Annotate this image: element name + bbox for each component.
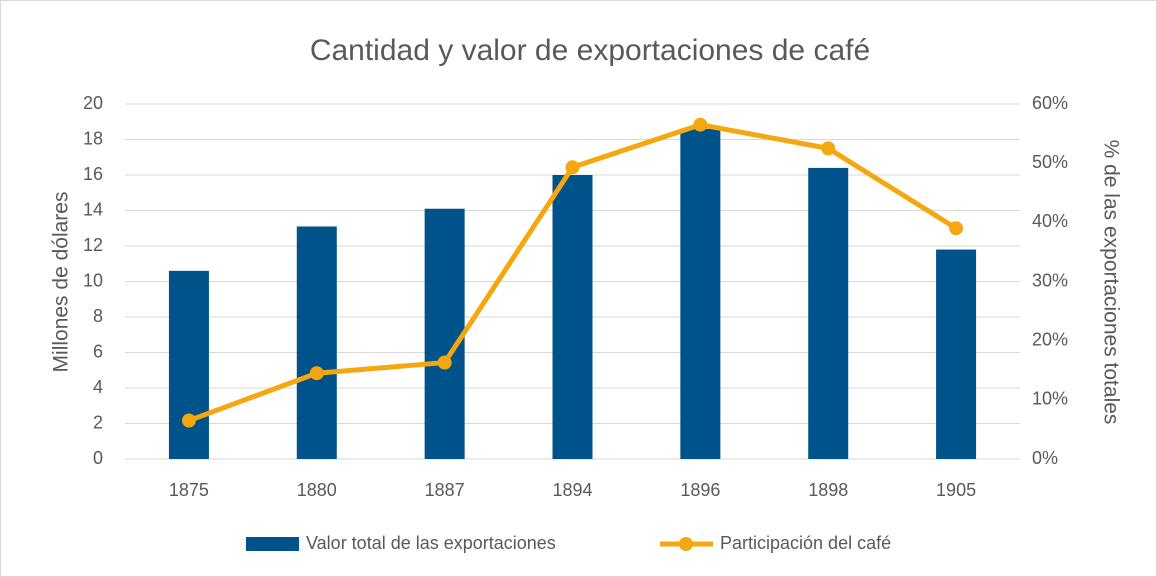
y-axis-label: Millones de dólares — [50, 192, 73, 373]
x-tick-label: 1898 — [808, 480, 848, 500]
bar — [296, 226, 337, 459]
x-tick-label: 1887 — [425, 480, 465, 500]
y2-tick-label: 40% — [1032, 211, 1068, 231]
y-tick-label: 18 — [83, 128, 103, 148]
x-tick-label: 1880 — [297, 480, 337, 500]
y2-tick-label: 30% — [1032, 270, 1068, 290]
y-tick-label: 14 — [83, 199, 103, 219]
y-tick-label: 12 — [83, 235, 103, 255]
line-marker — [437, 355, 452, 370]
y-tick-label: 2 — [93, 412, 103, 432]
bar — [168, 270, 209, 459]
legend-swatch — [246, 537, 299, 551]
x-tick-label: 1875 — [169, 480, 209, 500]
bar — [424, 208, 465, 459]
bar — [552, 175, 593, 459]
legend-label: Participación del café — [720, 533, 891, 553]
line-marker — [309, 366, 324, 381]
y2-tick-label: 60% — [1032, 93, 1068, 113]
line-marker — [821, 141, 836, 156]
chart-title: Cantidad y valor de exportaciones de caf… — [310, 34, 870, 67]
y-tick-label: 8 — [93, 306, 103, 326]
y-tick-label: 20 — [83, 93, 103, 113]
bar — [808, 167, 849, 459]
y2-tick-label: 0% — [1032, 448, 1058, 468]
line-marker — [949, 221, 964, 236]
y-tick-label: 6 — [93, 341, 103, 361]
line-marker — [565, 160, 580, 175]
y-tick-label: 0 — [93, 448, 103, 468]
bar — [680, 128, 721, 459]
y2-tick-label: 10% — [1032, 389, 1068, 409]
y-tick-label: 10 — [83, 270, 103, 290]
bar — [936, 249, 977, 459]
y-tick-label: 4 — [93, 377, 103, 397]
x-tick-label: 1896 — [680, 480, 720, 500]
legend-label: Valor total de las exportaciones — [306, 533, 556, 553]
line-marker — [693, 117, 708, 132]
legend-marker — [679, 537, 693, 551]
line-marker — [181, 413, 196, 428]
y2-tick-label: 20% — [1032, 329, 1068, 349]
x-tick-label: 1894 — [552, 480, 592, 500]
y-tick-label: 16 — [83, 164, 103, 184]
x-tick-label: 1905 — [936, 480, 976, 500]
y2-axis-label: % de las exportaciones totales — [1099, 140, 1122, 425]
y2-tick-label: 50% — [1032, 152, 1068, 172]
